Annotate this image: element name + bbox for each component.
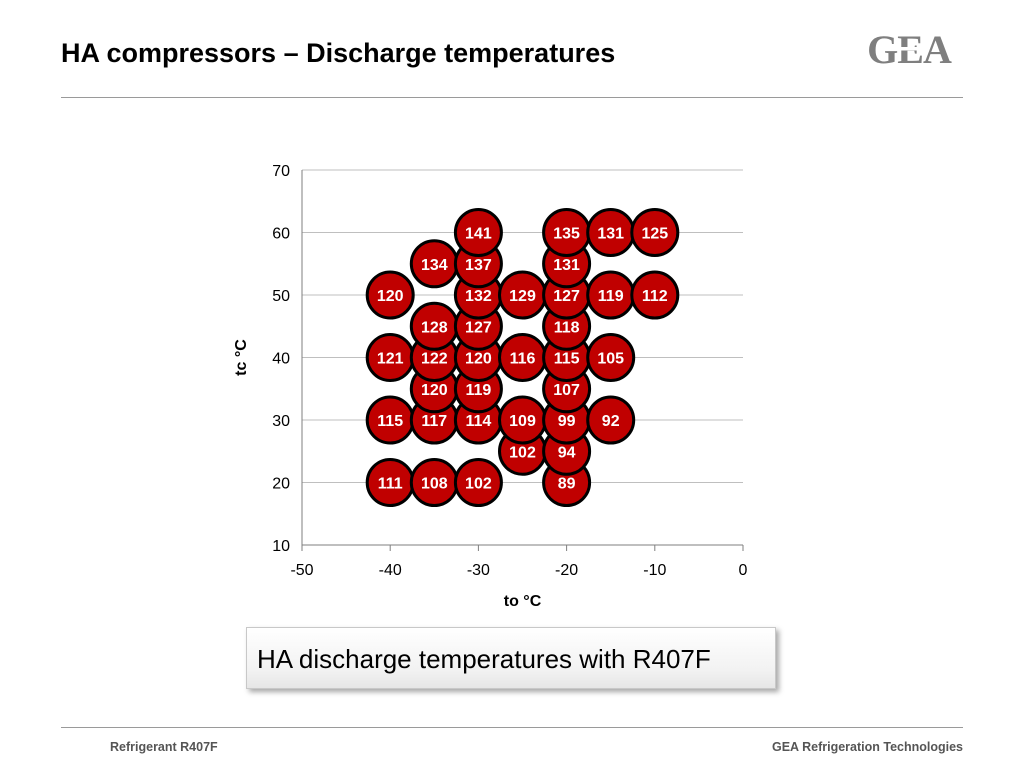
bubble-value-label: 129 [509,288,536,305]
header-divider [61,97,963,98]
bubble-value-label: 120 [421,382,448,399]
y-tick-label: 30 [272,413,290,430]
bubble-value-label: 127 [465,319,492,336]
bubble [453,208,503,257]
footer-right-text: GEA Refrigeration Technologies [772,740,963,754]
bubble [453,458,503,507]
bubble-value-label: 132 [465,288,492,305]
footer-left-text: Refrigerant R407F [110,740,218,754]
chart-caption: HA discharge temperatures with R407F [246,627,776,689]
bubble-value-label: 112 [642,288,668,305]
y-tick-label: 50 [272,288,290,305]
bubble-value-label: 115 [554,351,580,368]
bubble-value-label: 120 [377,288,404,305]
bubble-value-label: 134 [421,257,448,274]
bubble [586,333,636,382]
bubble-value-label: 102 [509,444,536,461]
bubble-value-label: 122 [421,351,448,368]
bubble-value-label: 118 [554,319,580,336]
y-axis-title: tc °C [233,339,250,376]
bubble-value-label: 117 [421,413,447,430]
bubble-value-label: 141 [465,226,492,243]
y-tick-label: 10 [272,538,290,555]
bubble-value-label: 109 [509,413,536,430]
bubble-value-label: 131 [597,226,624,243]
bubble [365,270,415,320]
slide-title: HA compressors – Discharge temperatures [61,38,616,68]
bubble-value-label: 99 [558,413,576,430]
bubble-value-label: 125 [641,226,668,243]
x-axis-title: to °C [504,593,542,610]
y-tick-label: 70 [272,163,290,180]
bubble-value-label: 102 [465,476,492,493]
bubble-value-label: 89 [558,476,576,493]
bubble-value-label: 121 [377,351,404,368]
x-tick-label: 0 [739,562,748,579]
bubble-value-label: 105 [597,351,624,368]
bubble-value-label: 94 [558,444,576,461]
y-tick-label: 60 [272,226,290,243]
bubble-value-label: 128 [421,319,448,336]
bubble-value-label: 127 [553,288,580,305]
bubble-value-label: 116 [510,351,536,368]
x-tick-label: -50 [290,562,313,579]
bubble-value-label: 120 [465,351,492,368]
bubble [630,270,680,320]
bubble-value-label: 131 [553,257,580,274]
y-tick-label: 40 [272,351,290,368]
gea-logo: GEA [867,30,953,70]
y-tick-label: 20 [272,476,290,493]
bubble-value-label: 119 [598,288,624,305]
bubble-value-label: 135 [553,226,580,243]
x-tick-label: -20 [555,562,578,579]
x-tick-label: -30 [467,562,490,579]
bubble-value-label: 137 [465,257,492,274]
bubble-value-label: 92 [602,413,620,430]
bubble-value-label: 119 [465,382,491,399]
bubble [630,208,680,257]
x-tick-label: -40 [379,562,402,579]
bubble-value-label: 114 [465,413,491,430]
discharge-temperature-chart: 10 20 30 40 50 60 70 -50 -40 -30 -20 -10 0 to °C tc °C… [233,163,748,610]
bubble-value-label: 107 [553,382,580,399]
bubble-value-label: 115 [377,413,403,430]
bubble [586,395,636,445]
x-tick-label: -10 [643,562,666,579]
footer-divider [61,727,963,728]
bubble-value-label: 108 [421,476,448,493]
bubble-value-label: 111 [378,476,403,493]
